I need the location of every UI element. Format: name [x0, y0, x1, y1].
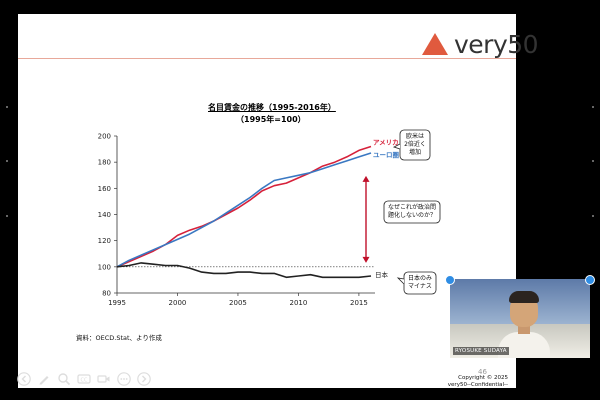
more-icon[interactable] — [116, 371, 131, 386]
copyright-line-2: very50--Confidential-- — [447, 382, 508, 388]
presentation-slide: very50 名目賃金の推移（1995-2016年） （1995年=100） 8… — [18, 14, 539, 389]
series-label-america: アメリカ — [373, 138, 399, 146]
x-tick-label: 2015 — [350, 299, 368, 307]
x-tick-label: 2010 — [290, 299, 308, 307]
series-line-1 — [116, 152, 372, 268]
annotation-growth-line-0: 欧米は — [406, 132, 424, 140]
logo: very50 — [422, 28, 539, 60]
y-tick-label: 120 — [98, 237, 111, 245]
resize-handle-left[interactable] — [445, 275, 455, 285]
zoom-icon[interactable] — [56, 371, 71, 386]
wage-chart: 80 100 120 140 160 180 200 1995 2000 2005 2010 2015… — [98, 129, 441, 307]
annotation-question-line-1: 題化しないのか？ — [388, 211, 436, 219]
x-tick-label: 1995 — [108, 299, 126, 307]
person-neck — [518, 325, 530, 334]
y-tick-label: 160 — [98, 185, 111, 193]
person-hair — [509, 291, 539, 303]
chart-title: 名目賃金の推移（1995-2016年） — [208, 103, 336, 112]
pen-icon[interactable] — [36, 371, 51, 386]
header-divider — [18, 58, 516, 59]
x-tick-label: 2005 — [229, 299, 247, 307]
y-tick-label: 80 — [102, 290, 111, 298]
cc-icon[interactable]: CC — [76, 371, 91, 386]
annotation-japan-line-0: 日本のみ — [408, 274, 432, 282]
source-note: 資料：OECD.Stat、より作成 — [76, 334, 162, 342]
difference-arrow-head-top — [362, 175, 370, 182]
page-number: 46 — [478, 368, 487, 376]
series-label-euro: ユーロ圏 — [373, 150, 400, 159]
back-icon[interactable] — [16, 371, 31, 386]
copyright: Copyright © 2025 very50--Confidential-- — [448, 375, 508, 389]
y-tick-label: 180 — [98, 159, 111, 167]
forward-icon[interactable] — [136, 371, 151, 386]
annotation-growth-line-1: 2倍近く — [404, 140, 426, 148]
annotation-growth-line-2: 増加 — [409, 148, 421, 156]
logo-text: very50 — [454, 29, 539, 59]
annotation-japan-tail — [396, 277, 405, 285]
y-tick-label: 100 — [98, 263, 111, 271]
resize-handle-right[interactable] — [585, 275, 595, 285]
logo-triangle-icon — [422, 33, 448, 55]
camera-icon[interactable] — [96, 371, 111, 386]
chart-subtitle: （1995年=100） — [236, 115, 306, 124]
participant-name: RYOSUKE SUDAYA — [453, 347, 509, 355]
difference-arrow-head-bottom — [362, 256, 370, 263]
annotation-japan-line-1: マイナス — [408, 283, 432, 290]
x-tick-label: 2000 — [169, 299, 187, 307]
copyright-line-1: Copyright © 2025 — [458, 375, 508, 381]
series-line-2 — [116, 262, 372, 279]
y-tick-label: 200 — [98, 133, 111, 141]
presentation-toolbar: CC — [16, 371, 151, 386]
video-tile[interactable]: RYOSUKE SUDAYA — [450, 279, 590, 358]
annotation-question-box — [383, 200, 441, 224]
svg-text:CC: CC — [80, 377, 87, 383]
annotation-question-line-0: なぜこれが政治問 — [388, 203, 436, 211]
y-tick-label: 140 — [98, 211, 111, 219]
series-label-japan: 日本 — [375, 270, 389, 279]
annotation-growth-tail — [392, 143, 401, 150]
